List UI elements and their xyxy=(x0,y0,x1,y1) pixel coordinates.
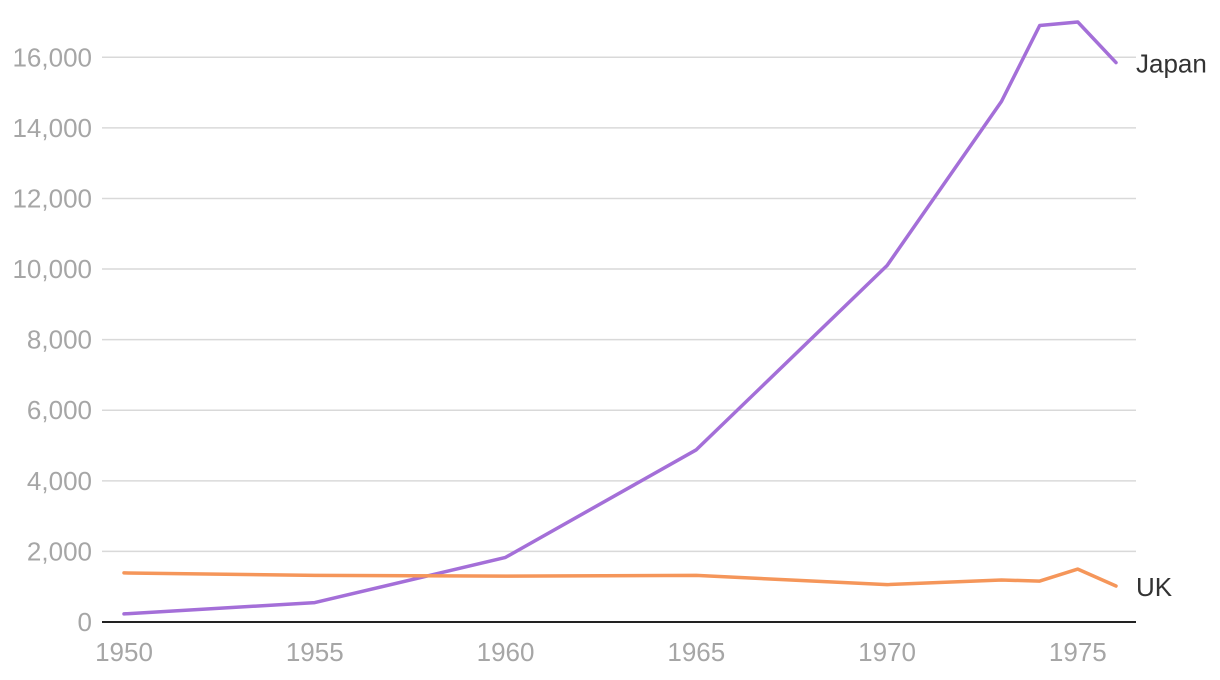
y-tick-label: 10,000 xyxy=(12,254,92,284)
y-tick-label: 14,000 xyxy=(12,113,92,143)
x-tick-label: 1965 xyxy=(667,637,725,667)
y-axis-ticks: 0 2,000 4,000 6,000 8,000 10,000 12,000 14,000 1… xyxy=(12,42,92,637)
x-tick-label: 1975 xyxy=(1049,637,1107,667)
series-line-japan xyxy=(122,20,1118,616)
y-tick-label: 2,000 xyxy=(27,536,92,566)
series-line-uk xyxy=(122,567,1118,588)
series-labels: Japan UK xyxy=(1136,49,1207,602)
series-label-uk: UK xyxy=(1136,572,1173,602)
y-tick-label: 8,000 xyxy=(27,325,92,355)
x-tick-label: 1960 xyxy=(477,637,535,667)
series-lines xyxy=(122,20,1118,616)
y-tick-label: 4,000 xyxy=(27,466,92,496)
y-tick-label: 0 xyxy=(78,607,92,637)
x-tick-label: 1955 xyxy=(286,637,344,667)
x-axis-ticks: 1950 1955 1960 1965 1970 1975 xyxy=(95,637,1107,667)
x-tick-label: 1950 xyxy=(95,637,153,667)
y-tick-label: 6,000 xyxy=(27,395,92,425)
y-tick-label: 16,000 xyxy=(12,42,92,72)
x-tick-label: 1970 xyxy=(858,637,916,667)
y-tick-label: 12,000 xyxy=(12,183,92,213)
series-label-japan: Japan xyxy=(1136,49,1207,79)
gridlines xyxy=(102,56,1136,553)
